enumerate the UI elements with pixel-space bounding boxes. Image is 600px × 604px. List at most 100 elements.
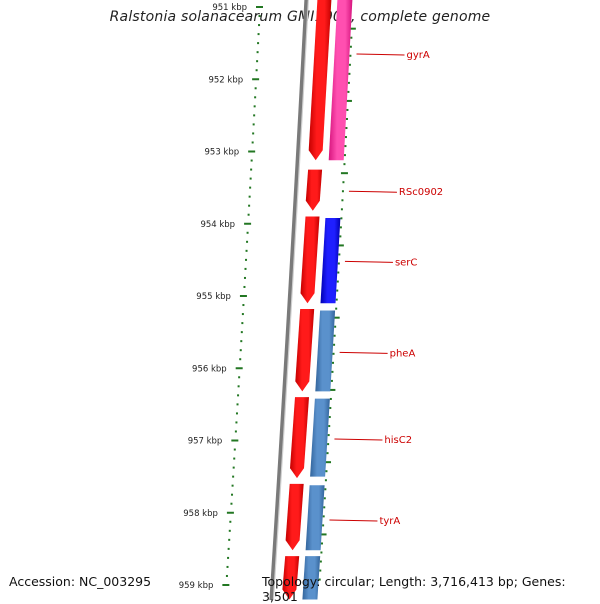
gene-block	[328, 0, 353, 161]
track-tick	[346, 108, 349, 111]
minor-tick	[242, 304, 245, 307]
track-tick	[324, 479, 327, 482]
cds-block	[285, 483, 304, 551]
minor-tick	[249, 177, 252, 180]
minor-tick	[257, 33, 260, 36]
gene-block	[305, 169, 323, 211]
track-tick	[336, 244, 344, 247]
track-tick	[339, 235, 342, 238]
track-tick	[335, 298, 338, 301]
gene-leader-line	[348, 190, 397, 193]
tick-label: 952 kbp	[208, 75, 243, 85]
gene-leader-line	[334, 438, 383, 441]
track-tick	[322, 515, 325, 518]
track-tick	[339, 226, 342, 229]
track-tick	[342, 181, 345, 184]
minor-tick	[231, 484, 234, 487]
track-tick	[338, 253, 341, 256]
track-tick	[319, 569, 322, 572]
tick-label: 956 kbp	[192, 364, 227, 374]
track-tick	[345, 127, 348, 130]
minor-tick	[243, 285, 246, 288]
cds-block	[290, 397, 309, 479]
track-tick	[328, 416, 331, 419]
gene-leader-line	[339, 351, 388, 354]
minor-tick	[230, 502, 233, 505]
minor-tick	[253, 105, 256, 108]
track-tick	[344, 99, 352, 102]
track-tick	[331, 370, 334, 373]
track-tick	[329, 397, 332, 400]
track-tick	[340, 208, 343, 211]
minor-tick	[243, 276, 246, 279]
minor-tick	[255, 69, 258, 72]
gene-label: RSc0902	[399, 187, 443, 198]
track-tick	[348, 63, 351, 66]
track-tick	[332, 316, 340, 319]
major-tick	[231, 439, 239, 442]
major-tick	[248, 150, 256, 153]
minor-tick	[254, 87, 257, 90]
tick-label: 955 kbp	[196, 292, 231, 302]
map-title: Ralstonia solanacearum GMI1000, complete…	[109, 9, 491, 25]
track-tick	[328, 425, 331, 428]
minor-tick	[237, 394, 240, 397]
minor-tick	[256, 60, 259, 63]
minor-tick	[248, 204, 251, 207]
major-tick	[244, 222, 252, 225]
gene-leader-line	[344, 260, 393, 263]
minor-tick	[229, 520, 232, 523]
track-tick	[348, 27, 356, 30]
track-tick	[327, 443, 330, 446]
minor-tick	[256, 51, 259, 54]
minor-tick	[236, 403, 239, 406]
minor-tick	[225, 574, 228, 577]
tick-label: 959 kbp	[179, 581, 214, 591]
minor-tick	[248, 195, 251, 198]
track-tick	[337, 262, 340, 265]
minor-tick	[232, 475, 235, 478]
minor-tick	[250, 168, 253, 171]
minor-tick	[258, 24, 261, 27]
gene-label: pheA	[390, 348, 416, 359]
minor-tick	[252, 123, 255, 126]
minor-tick	[233, 457, 236, 460]
track-tick	[343, 154, 346, 157]
cds-block	[282, 556, 300, 600]
major-tick	[252, 78, 260, 81]
minor-tick	[228, 529, 231, 532]
gene-label: gyrA	[406, 50, 429, 61]
track-tick	[328, 388, 336, 391]
track-tick	[324, 461, 332, 464]
minor-tick	[238, 376, 241, 379]
minor-tick	[232, 466, 235, 469]
minor-tick	[233, 448, 236, 451]
gene-leader-line	[329, 519, 378, 522]
track-tick	[323, 497, 326, 500]
tick-label: 958 kbp	[183, 509, 218, 519]
track-tick	[348, 72, 351, 75]
minor-tick	[245, 258, 248, 261]
major-tick	[226, 511, 234, 514]
gene-label: serC	[395, 257, 417, 268]
gene-block	[302, 556, 321, 600]
minor-tick	[234, 430, 237, 433]
track-tick	[320, 551, 323, 554]
track-tick	[334, 325, 337, 328]
track-tick	[344, 145, 347, 148]
track-tick	[332, 361, 335, 364]
minor-tick	[257, 42, 260, 45]
tick-label: 953 kbp	[205, 148, 240, 158]
track-tick	[319, 533, 327, 536]
minor-tick	[228, 538, 231, 541]
track-tick	[323, 506, 326, 509]
track-tick	[326, 452, 329, 455]
track-tick	[327, 434, 330, 437]
cds-block	[308, 0, 332, 161]
minor-tick	[258, 15, 261, 18]
minor-tick	[254, 96, 257, 99]
track-tick	[336, 280, 339, 283]
gene-block	[315, 310, 336, 392]
track-tick	[319, 560, 322, 563]
